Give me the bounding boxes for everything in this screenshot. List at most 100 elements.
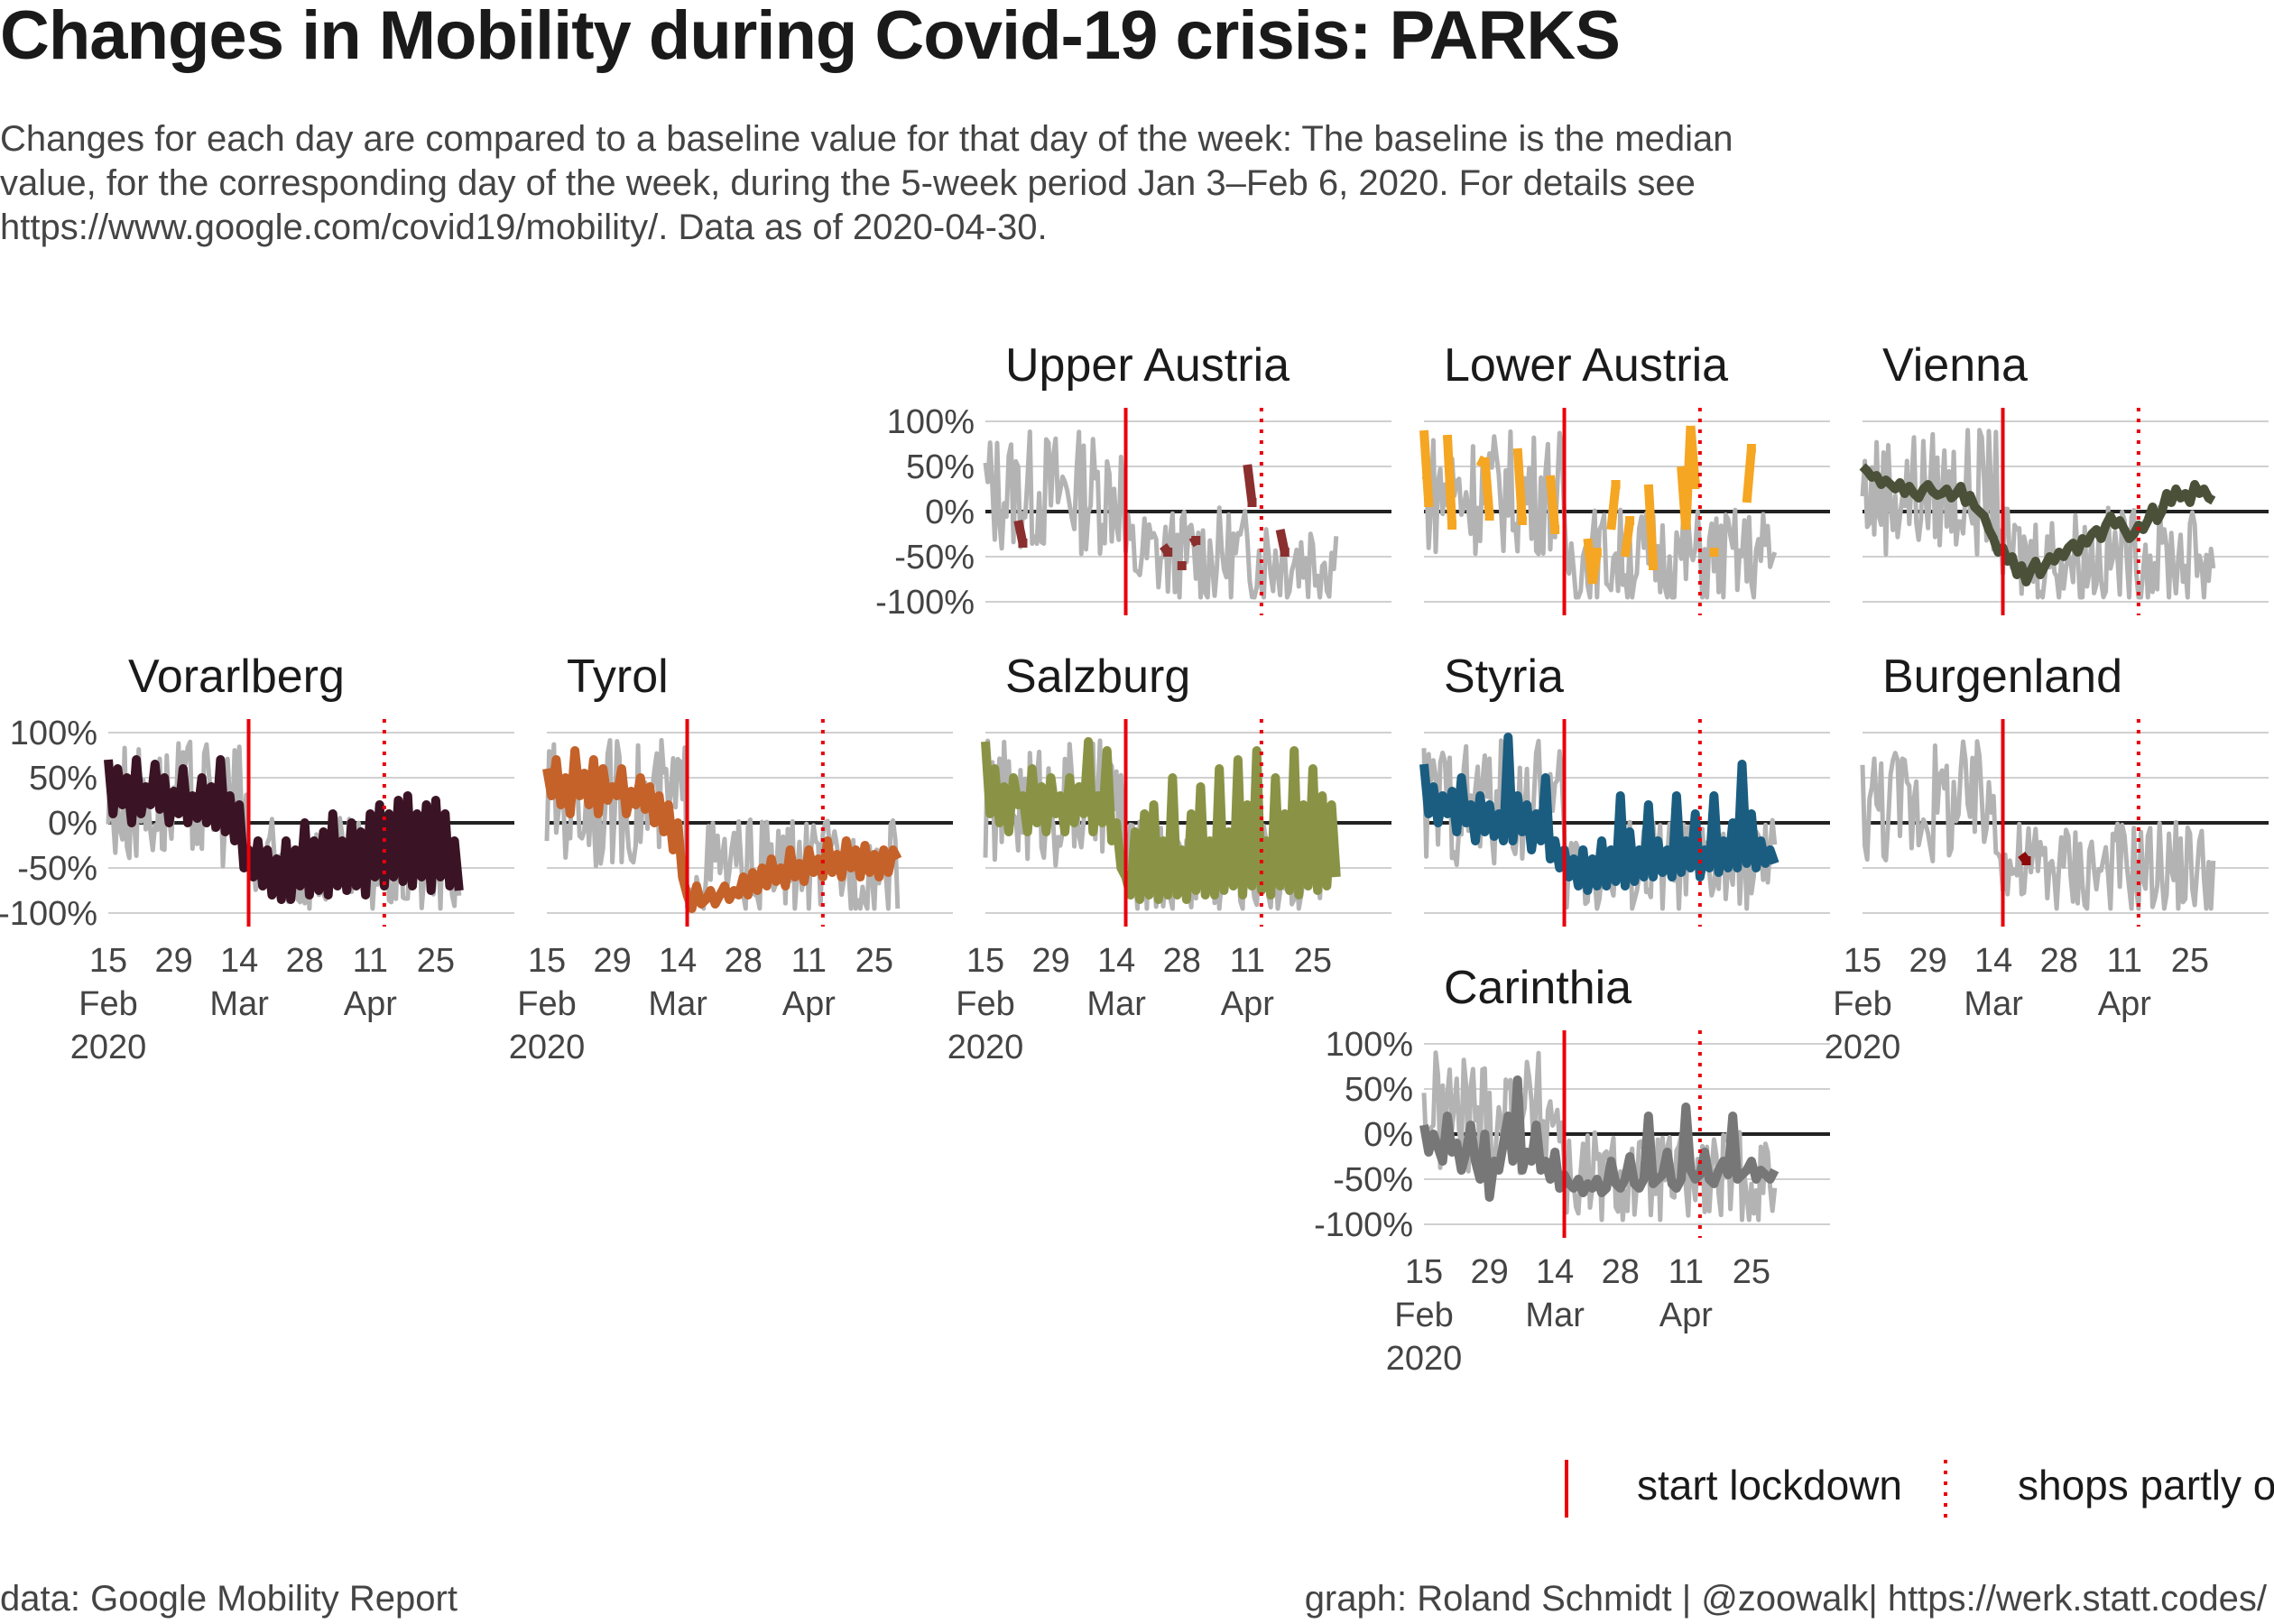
x-tick-label: 29 xyxy=(1031,942,1069,980)
legend-lockdown-label: start lockdown xyxy=(1637,1462,1903,1509)
y-tick-label: -100% xyxy=(875,584,975,622)
panel-salzburg: Salzburg 15 Feb 2020 29 14 Mar 28 11 Apr 25 xyxy=(948,651,1391,1066)
x-tick-label: 29 xyxy=(154,942,192,980)
series-line xyxy=(542,746,902,913)
series-point xyxy=(1177,561,1187,570)
series-point xyxy=(1247,498,1257,507)
x-tick-label: 25 xyxy=(417,942,455,980)
series-point xyxy=(1625,516,1635,525)
panel-upper-austria: Upper Austria 100% 50% 0% -50% -100% xyxy=(875,339,1391,622)
x-tick-label: Apr xyxy=(1221,985,1274,1023)
series-point xyxy=(1746,444,1756,453)
series-segment xyxy=(1419,429,1434,503)
x-tick-label: 2020 xyxy=(1825,1029,1901,1066)
x-tick-label: Mar xyxy=(1086,985,1146,1023)
x-tick-label: Mar xyxy=(1964,985,2023,1023)
y-tick-label: -100% xyxy=(1314,1206,1413,1244)
series-point xyxy=(1649,561,1659,570)
caption-source: data: Google Mobility Report xyxy=(0,1579,458,1619)
x-tick-label: 2020 xyxy=(1386,1340,1463,1378)
panel-vienna: Vienna xyxy=(1859,339,2269,615)
y-tick-label: 100% xyxy=(1326,1026,1413,1064)
y-tick-label: -50% xyxy=(17,850,97,888)
series-point xyxy=(1592,548,1602,557)
y-tick-label: 0% xyxy=(925,494,975,531)
x-tick-label: 14 xyxy=(220,942,258,980)
panel-vorarlberg: Vorarlberg 100% 50% 0% -50% -100% 15 Feb 2020 29 1… xyxy=(0,651,514,1066)
panel-styria: Styria xyxy=(1419,651,1830,927)
legend-solid-line-icon xyxy=(1565,1460,1568,1518)
x-tick-label: 14 xyxy=(659,942,697,980)
panel-title: Salzburg xyxy=(1005,651,1190,703)
x-tick-label: Feb xyxy=(79,985,137,1023)
panel-title: Vienna xyxy=(1882,339,2028,392)
panel-title: Lower Austria xyxy=(1444,339,1728,392)
series-segment xyxy=(1686,425,1700,485)
legend-shops-label: shops partly open xyxy=(2018,1462,2274,1509)
background-series xyxy=(983,429,1339,600)
y-tick-label: -100% xyxy=(0,895,97,933)
series-point xyxy=(1163,548,1173,557)
y-tick-label: 0% xyxy=(48,805,97,843)
background-series xyxy=(1421,1050,1778,1223)
x-tick-label: 2020 xyxy=(948,1029,1024,1066)
chart-title: Changes in Mobility during Covid-19 cris… xyxy=(0,0,1621,74)
series-point xyxy=(1517,516,1527,525)
x-tick-label: Mar xyxy=(209,985,269,1023)
background-series xyxy=(983,738,1338,911)
x-tick-label: 14 xyxy=(1097,942,1135,980)
panel-lower-austria: Lower Austria xyxy=(1419,339,1830,615)
series-point xyxy=(1447,521,1457,530)
series-segment xyxy=(1742,448,1756,503)
series-line xyxy=(104,755,464,904)
x-tick-label: 11 xyxy=(353,942,388,980)
y-tick-label: 100% xyxy=(10,715,97,752)
x-tick-label: 14 xyxy=(1536,1253,1574,1291)
x-tick-label: Apr xyxy=(2098,985,2151,1023)
x-tick-label: 28 xyxy=(286,942,324,980)
series-segment xyxy=(1545,475,1560,531)
legend-item-lockdown: start lockdown xyxy=(1554,1460,1902,1518)
series-point xyxy=(1690,480,1700,489)
x-tick-label: Feb xyxy=(1833,985,1891,1023)
series-segment xyxy=(1606,484,1621,531)
series-line xyxy=(981,737,1341,904)
x-tick-label: 25 xyxy=(1294,942,1332,980)
panel-title: Carinthia xyxy=(1444,962,1632,1014)
background-series xyxy=(1421,429,1778,600)
x-tick-label: 25 xyxy=(2171,942,2209,980)
x-tick-label: 11 xyxy=(1230,942,1265,980)
x-tick-label: 28 xyxy=(1602,1253,1640,1291)
y-tick-label: 50% xyxy=(1345,1071,1413,1109)
x-tick-label: 11 xyxy=(791,942,827,980)
panel-title: Styria xyxy=(1444,651,1564,703)
series-point xyxy=(1484,512,1494,521)
x-tick-label: 11 xyxy=(1669,1253,1704,1291)
x-tick-label: Feb xyxy=(1394,1296,1453,1334)
panel-title: Vorarlberg xyxy=(128,651,345,703)
series-point xyxy=(2021,856,2031,865)
series-point xyxy=(1709,548,1719,557)
legend-dotted-line-icon xyxy=(1944,1460,1947,1518)
panel-tyrol: Tyrol 15 Feb 2020 29 14 Mar 28 11 Apr 25 xyxy=(509,651,953,1066)
x-tick-label: 15 xyxy=(966,942,1004,980)
panel-carinthia: Carinthia 100% 50% 0% -50% -100% 15 Feb 2020 29 14… xyxy=(1314,962,1830,1378)
caption-credit: graph: Roland Schmidt | @zoowalk| https:… xyxy=(1304,1579,2267,1619)
x-tick-label: 28 xyxy=(2040,942,2078,980)
series-point xyxy=(1611,480,1621,489)
series-segment xyxy=(1512,448,1527,521)
x-tick-label: 29 xyxy=(1470,1253,1508,1291)
series-segment xyxy=(1587,551,1602,585)
x-tick-label: Apr xyxy=(1659,1296,1713,1334)
series-line xyxy=(1419,733,1779,895)
x-tick-label: 25 xyxy=(855,942,893,980)
x-tick-label: 29 xyxy=(1909,942,1946,980)
y-tick-label: 0% xyxy=(1363,1116,1413,1154)
x-tick-label: 29 xyxy=(593,942,631,980)
x-tick-label: 15 xyxy=(528,942,566,980)
series-point xyxy=(1191,536,1201,545)
series-point xyxy=(1424,498,1434,507)
x-tick-label: 15 xyxy=(1405,1253,1443,1291)
x-tick-label: 25 xyxy=(1733,1253,1770,1291)
